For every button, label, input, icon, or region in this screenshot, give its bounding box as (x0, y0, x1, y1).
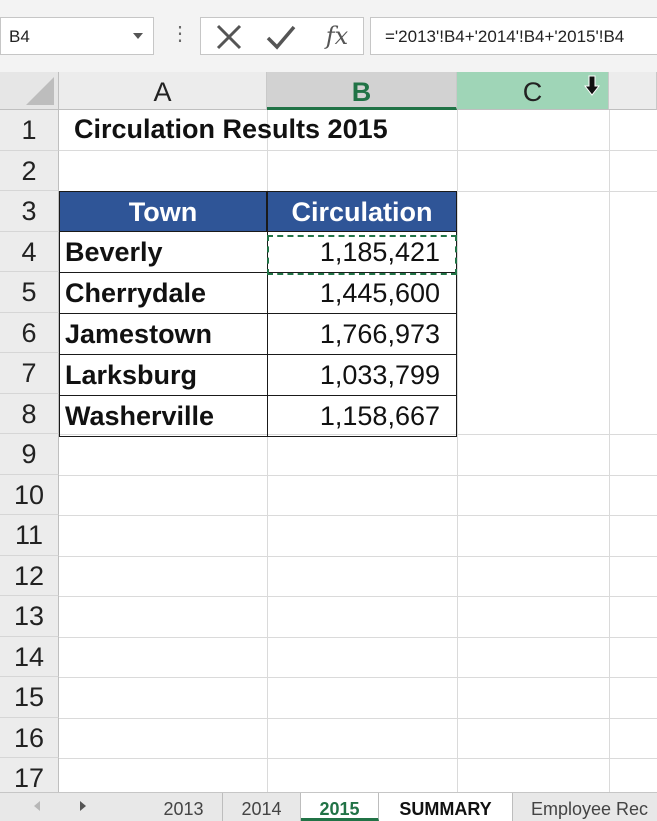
column-header-a[interactable]: A (59, 72, 267, 110)
formula-bar: B4 ⋮ fx ='2013'!B4+'2014'!B4+'2015'!B4 (0, 0, 657, 73)
row-header-3[interactable]: 3 (0, 191, 59, 232)
scroll-tabs-left-icon[interactable] (34, 801, 40, 811)
row-header-8[interactable]: 8 (0, 393, 59, 434)
name-box-value[interactable]: B4 (9, 27, 30, 46)
row-header-9[interactable]: 9 (0, 434, 59, 475)
gridline (59, 636, 657, 638)
row-header-1[interactable]: 1 (0, 110, 59, 151)
column-select-cursor-icon (584, 75, 600, 96)
row-header-2[interactable]: 2 (0, 150, 59, 191)
sheet-tab-summary[interactable]: SUMMARY (379, 793, 513, 821)
gridline (59, 434, 657, 435)
formula-input[interactable]: ='2013'!B4+'2014'!B4+'2015'!B4 (370, 17, 657, 55)
circulation-column-header-cell[interactable]: Circulation (267, 191, 457, 232)
cancel-icon[interactable] (213, 22, 245, 52)
formula-buttons: fx (200, 17, 364, 55)
town-column-header-cell[interactable]: Town (59, 191, 267, 232)
select-all-icon (26, 77, 54, 105)
insert-function-icon[interactable]: fx (325, 22, 349, 50)
gridline (59, 150, 657, 151)
row-header-11[interactable]: 11 (0, 515, 59, 556)
worksheet-grid[interactable]: A B C 1 2 3 4 5 6 7 8 9 10 11 12 13 14 1… (0, 72, 657, 792)
more-options-icon[interactable]: ⋮ (170, 23, 190, 45)
circulation-cell-washerville[interactable]: 1,158,667 (267, 396, 457, 437)
row-header-12[interactable]: 12 (0, 555, 59, 596)
row-header-10[interactable]: 10 (0, 474, 59, 515)
chevron-down-icon[interactable] (133, 33, 143, 39)
gridline (457, 110, 458, 792)
row-header-15[interactable]: 15 (0, 677, 59, 718)
row-header-17[interactable]: 17 (0, 758, 59, 792)
column-header-d[interactable] (609, 72, 657, 110)
town-cell-washerville[interactable]: Washerville (59, 396, 267, 437)
town-cell-beverly[interactable]: Beverly (59, 232, 267, 273)
town-cell-larksburg[interactable]: Larksburg (59, 355, 267, 396)
circulation-cell-jamestown[interactable]: 1,766,973 (267, 314, 457, 355)
gridline (59, 474, 657, 476)
gridline (609, 110, 610, 792)
row-header-13[interactable]: 13 (0, 596, 59, 637)
sheet-tab-bar: 2013 2014 2015 SUMMARY Employee Rec (0, 792, 657, 821)
formula-text[interactable]: ='2013'!B4+'2014'!B4+'2015'!B4 (385, 27, 625, 46)
column-header-c[interactable]: C (457, 72, 609, 110)
circulation-cell-beverly[interactable]: 1,185,421 (267, 232, 457, 273)
gridline (59, 555, 657, 557)
row-header-6[interactable]: 6 (0, 312, 59, 353)
row-header-4[interactable]: 4 (0, 231, 59, 272)
row-header-14[interactable]: 14 (0, 636, 59, 677)
select-all-button[interactable] (0, 72, 59, 110)
circulation-cell-larksburg[interactable]: 1,033,799 (267, 355, 457, 396)
sheet-tab-employee-records[interactable]: Employee Rec (513, 793, 657, 821)
town-cell-cherrydale[interactable]: Cherrydale (59, 273, 267, 314)
sheet-tab-2015[interactable]: 2015 (301, 793, 379, 821)
sheet-title-cell[interactable]: Circulation Results 2015 (74, 114, 388, 144)
gridline (59, 515, 657, 516)
scroll-tabs-right-icon[interactable] (80, 801, 86, 811)
sheet-tab-2013[interactable]: 2013 (145, 793, 223, 821)
gridline (59, 596, 657, 597)
column-header-b[interactable]: B (267, 72, 457, 110)
row-header-16[interactable]: 16 (0, 717, 59, 758)
circulation-cell-cherrydale[interactable]: 1,445,600 (267, 273, 457, 314)
row-header-5[interactable]: 5 (0, 272, 59, 313)
town-cell-jamestown[interactable]: Jamestown (59, 314, 267, 355)
row-header-7[interactable]: 7 (0, 353, 59, 394)
gridline (59, 677, 657, 678)
checkmark-icon[interactable] (265, 22, 297, 52)
sheet-tab-2014[interactable]: 2014 (223, 793, 301, 821)
name-box[interactable]: B4 (0, 17, 154, 55)
gridline (59, 717, 657, 719)
gridline (59, 758, 657, 759)
gridline (267, 110, 268, 792)
